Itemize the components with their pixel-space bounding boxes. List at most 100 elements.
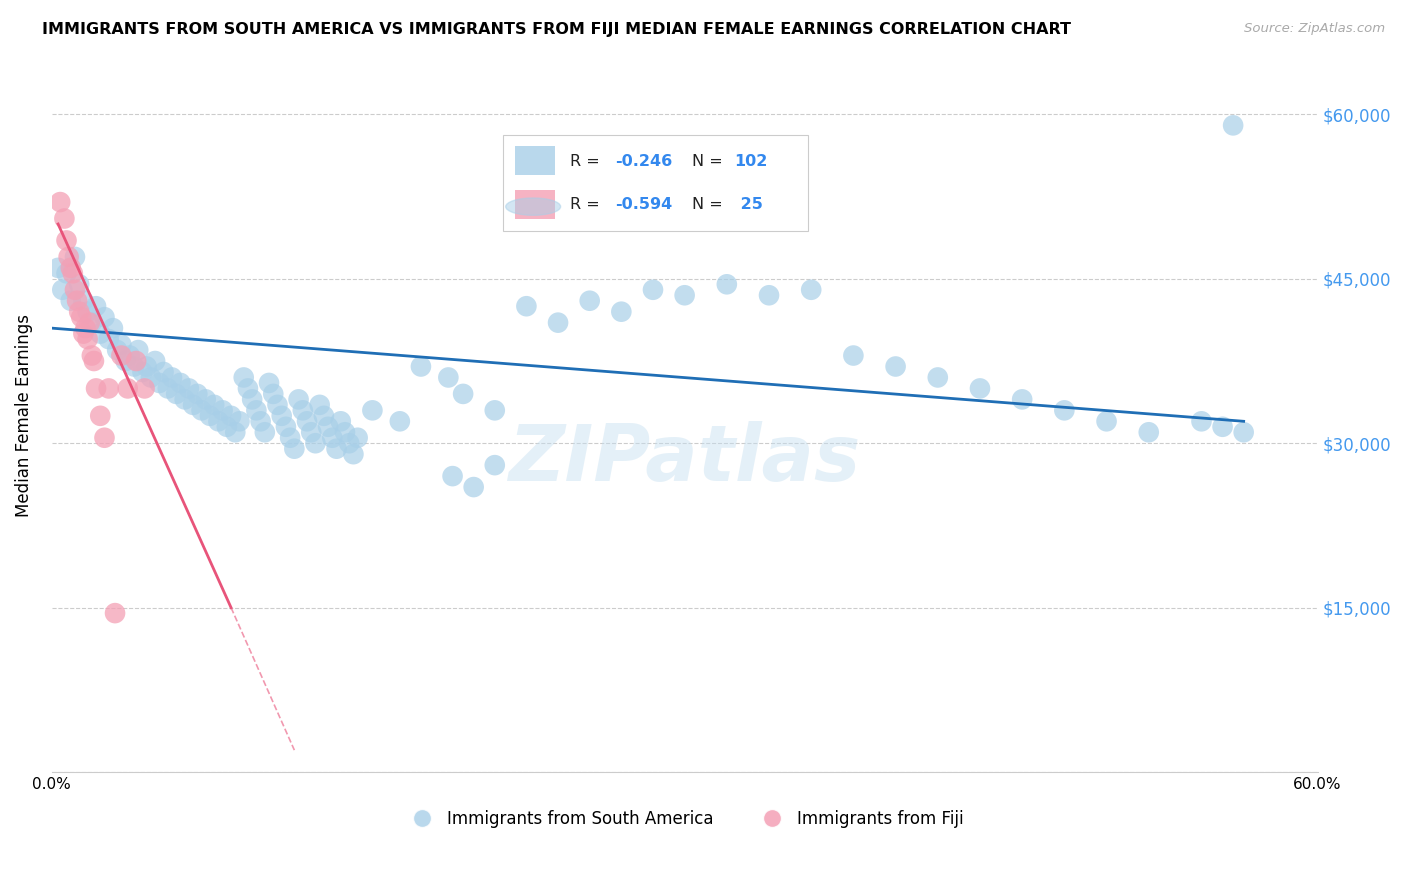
Point bbox=[127, 343, 149, 357]
Text: N =: N = bbox=[692, 154, 728, 169]
Point bbox=[63, 283, 86, 297]
Point bbox=[198, 409, 221, 423]
Point bbox=[1222, 119, 1244, 133]
Point bbox=[202, 398, 225, 412]
Point bbox=[59, 293, 82, 308]
Point bbox=[46, 260, 69, 275]
Point bbox=[135, 359, 157, 374]
Point bbox=[308, 398, 330, 412]
Point bbox=[329, 414, 352, 428]
Point bbox=[249, 414, 271, 428]
Point bbox=[194, 392, 217, 407]
Point bbox=[110, 337, 132, 351]
Point bbox=[104, 606, 127, 620]
Point bbox=[72, 326, 94, 341]
Point bbox=[228, 414, 250, 428]
Point bbox=[66, 293, 89, 308]
Point bbox=[969, 381, 991, 395]
Point bbox=[295, 414, 318, 428]
Point bbox=[156, 381, 179, 395]
Point bbox=[316, 419, 339, 434]
Point bbox=[253, 425, 276, 440]
Point bbox=[211, 403, 233, 417]
Point bbox=[240, 392, 263, 407]
Point bbox=[325, 442, 347, 456]
Point bbox=[262, 387, 284, 401]
Point bbox=[148, 376, 170, 390]
Point bbox=[67, 277, 90, 292]
Point bbox=[547, 316, 569, 330]
Point bbox=[641, 283, 664, 297]
Point bbox=[105, 343, 128, 357]
Point bbox=[131, 365, 153, 379]
Text: IMMIGRANTS FROM SOUTH AMERICA VS IMMIGRANTS FROM FIJI MEDIAN FEMALE EARNINGS COR: IMMIGRANTS FROM SOUTH AMERICA VS IMMIGRA… bbox=[42, 22, 1071, 37]
Point bbox=[291, 403, 314, 417]
Point bbox=[93, 431, 115, 445]
Point bbox=[80, 349, 103, 363]
Point bbox=[842, 349, 865, 363]
Point bbox=[89, 409, 111, 423]
Point bbox=[800, 283, 823, 297]
Point bbox=[125, 354, 148, 368]
Point bbox=[266, 398, 288, 412]
Point bbox=[143, 354, 166, 368]
Point bbox=[1011, 392, 1033, 407]
Text: R =: R = bbox=[569, 154, 605, 169]
Point bbox=[84, 381, 107, 395]
Point bbox=[49, 195, 72, 210]
Point bbox=[758, 288, 780, 302]
Point bbox=[67, 304, 90, 318]
Point bbox=[673, 288, 696, 302]
Point bbox=[1095, 414, 1118, 428]
Point bbox=[186, 387, 208, 401]
Point bbox=[333, 425, 356, 440]
Point bbox=[312, 409, 335, 423]
Text: N =: N = bbox=[692, 197, 728, 212]
Point bbox=[76, 332, 98, 346]
Legend: Immigrants from South America, Immigrants from Fiji: Immigrants from South America, Immigrant… bbox=[399, 804, 970, 835]
Point bbox=[181, 398, 204, 412]
Point bbox=[122, 359, 145, 374]
Point bbox=[83, 354, 105, 368]
Circle shape bbox=[506, 198, 561, 215]
Point bbox=[177, 381, 200, 395]
Point bbox=[224, 425, 246, 440]
Point bbox=[1233, 425, 1256, 440]
Point bbox=[463, 480, 485, 494]
Point bbox=[59, 260, 82, 275]
FancyBboxPatch shape bbox=[503, 135, 808, 231]
Point bbox=[53, 211, 76, 226]
Point bbox=[152, 365, 174, 379]
Point bbox=[578, 293, 600, 308]
Point bbox=[55, 234, 77, 248]
Point bbox=[270, 409, 292, 423]
Point bbox=[51, 283, 73, 297]
Point bbox=[346, 431, 368, 445]
Point bbox=[437, 370, 460, 384]
Point bbox=[79, 316, 101, 330]
Point bbox=[245, 403, 267, 417]
FancyBboxPatch shape bbox=[515, 146, 554, 175]
Point bbox=[75, 321, 97, 335]
Point bbox=[287, 392, 309, 407]
Point bbox=[101, 321, 124, 335]
Point bbox=[76, 304, 98, 318]
Point bbox=[117, 381, 139, 395]
Point bbox=[361, 403, 384, 417]
Point bbox=[299, 425, 322, 440]
Point bbox=[118, 349, 141, 363]
Text: -0.594: -0.594 bbox=[616, 197, 673, 212]
Point bbox=[219, 409, 242, 423]
Point bbox=[716, 277, 738, 292]
Point bbox=[1137, 425, 1160, 440]
Point bbox=[97, 332, 120, 346]
Point bbox=[337, 436, 360, 450]
Point bbox=[342, 447, 364, 461]
Point bbox=[207, 414, 229, 428]
Point bbox=[1212, 419, 1234, 434]
FancyBboxPatch shape bbox=[515, 190, 554, 219]
Text: 102: 102 bbox=[734, 154, 768, 169]
Point bbox=[55, 266, 77, 280]
Point bbox=[165, 387, 187, 401]
Point bbox=[139, 370, 162, 384]
